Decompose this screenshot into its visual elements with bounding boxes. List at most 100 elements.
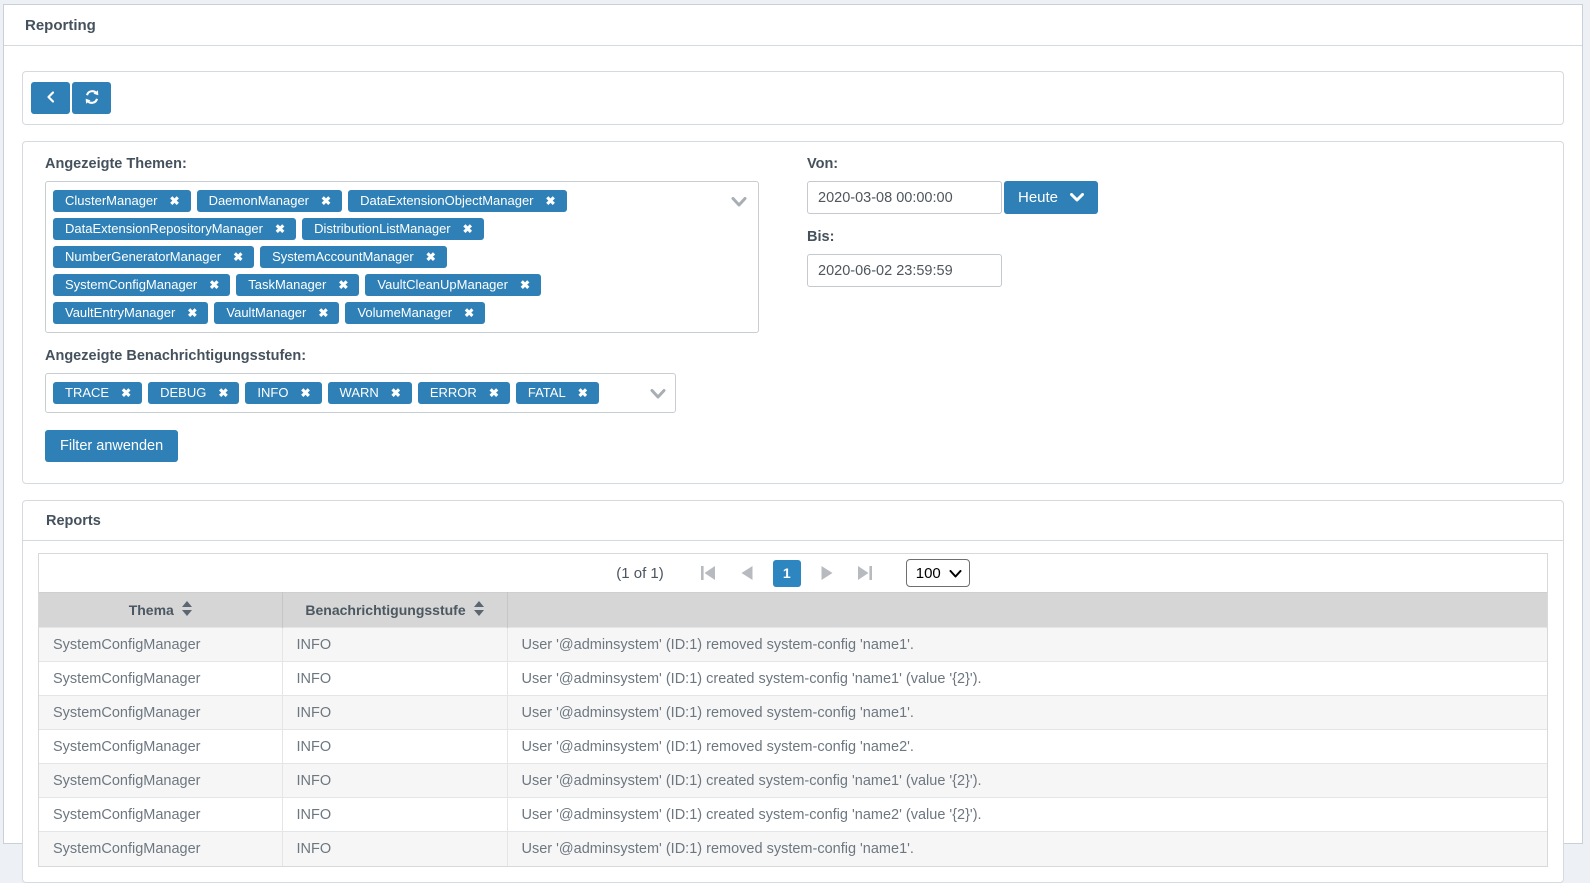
theme-chip[interactable]: NumberGeneratorManager ✖ [53,246,255,268]
levels-multiselect[interactable]: TRACE ✖ DEBUG ✖ INFO ✖ WARN ✖ ERROR ✖ FATAL ✖ [45,373,676,413]
first-page-icon[interactable] [697,561,721,585]
chip-remove-icon[interactable]: ✖ [390,385,401,400]
chip-remove-icon[interactable]: ✖ [233,249,244,264]
chip-remove-icon[interactable]: ✖ [577,385,588,400]
page-size-select[interactable]: 100 [905,559,970,587]
page-content: Angezeigte Themen: ClusterManager ✖ Daemon… [4,46,1582,883]
message-cell: User '@adminsystem' (ID:1) removed syste… [507,695,1547,730]
theme-chip[interactable]: VaultEntryManager ✖ [53,302,209,324]
thema-cell: SystemConfigManager [39,627,283,662]
stufe-cell: INFO [282,763,508,798]
active-page-button[interactable]: 1 [772,559,801,587]
refresh-button[interactable] [72,82,111,114]
level-chip[interactable]: ERROR ✖ [417,382,510,404]
message-cell: User '@adminsystem' (ID:1) removed syste… [507,627,1547,662]
stufe-cell: INFO [282,729,508,764]
theme-chip[interactable]: DistributionListManager ✖ [302,218,484,240]
theme-chip[interactable]: SystemConfigManager ✖ [53,274,231,296]
chip-remove-icon[interactable]: ✖ [275,221,286,236]
thema-cell: SystemConfigManager [39,695,283,730]
theme-chip[interactable]: DataExtensionRepositoryManager ✖ [53,218,297,240]
today-button-label: Heute [1018,189,1059,206]
chip-remove-icon[interactable]: ✖ [187,305,198,320]
chip-remove-icon[interactable]: ✖ [121,385,132,400]
theme-chip-label: DataExtensionRepositoryManager [65,221,263,236]
toolbar [22,71,1564,125]
column-header-benachrichtigungsstufe[interactable]: Benachrichtigungsstufe [282,592,508,628]
column-header-label: Thema [128,602,174,618]
theme-chip-label: DistributionListManager [314,221,451,236]
chevron-down-icon[interactable] [731,194,747,212]
theme-chip-label: VaultEntryManager [65,305,176,320]
theme-chip[interactable]: VaultCleanUpManager ✖ [365,274,542,296]
chevron-left-icon [44,90,58,107]
reports-panel-body: (1 of 1) 1 [23,541,1563,882]
message-cell: User '@adminsystem' (ID:1) created syste… [507,661,1547,696]
page-titlebar: Reporting [4,5,1582,46]
page-size-value: 100 [915,564,941,582]
thema-cell: SystemConfigManager [39,729,283,764]
level-chip-label: TRACE [65,385,110,400]
chip-remove-icon[interactable]: ✖ [488,385,499,400]
theme-chip-label: ClusterManager [65,193,158,208]
theme-chip[interactable]: DaemonManager ✖ [196,190,343,212]
chip-remove-icon[interactable]: ✖ [300,385,311,400]
apply-filter-button[interactable]: Filter anwenden [45,430,179,462]
stufe-cell: INFO [282,695,508,730]
theme-chip[interactable]: TaskManager ✖ [236,274,360,296]
chip-remove-icon[interactable]: ✖ [545,193,556,208]
chip-remove-icon[interactable]: ✖ [209,277,220,292]
level-chip[interactable]: FATAL ✖ [515,382,599,404]
chip-remove-icon[interactable]: ✖ [519,277,531,292]
thema-cell: SystemConfigManager [39,661,283,696]
theme-chip-label: DataExtensionObjectManager [360,193,534,208]
today-dropdown-button[interactable]: Heute [1004,181,1099,214]
themes-multiselect[interactable]: ClusterManager ✖ DaemonManager ✖ DataExtensi… [45,181,759,333]
theme-chip[interactable]: VaultManager ✖ [214,302,340,324]
level-chip[interactable]: INFO ✖ [245,382,322,404]
prev-page-icon[interactable] [735,561,759,585]
chip-remove-icon[interactable]: ✖ [425,249,436,264]
table-row: SystemConfigManager INFO User '@adminsyste… [39,729,1547,764]
chip-remove-icon[interactable]: ✖ [462,221,473,236]
back-button[interactable] [31,82,70,114]
table-row: SystemConfigManager INFO User '@adminsyste… [39,797,1547,832]
chip-remove-icon[interactable]: ✖ [338,277,349,292]
reports-table-container: (1 of 1) 1 [38,553,1548,867]
last-page-icon[interactable] [853,561,877,585]
filter-left-column: Angezeigte Themen: ClusterManager ✖ Daemon… [45,156,759,462]
from-date-input[interactable] [807,181,1002,214]
table-row: SystemConfigManager INFO User '@adminsyste… [39,695,1547,730]
theme-chip[interactable]: VolumeManager ✖ [345,302,486,324]
message-cell: User '@adminsystem' (ID:1) created syste… [507,763,1547,798]
levels-label: Angezeigte Benachrichtigungsstufen: [45,348,307,364]
level-chip-label: WARN [339,385,379,400]
table-row: SystemConfigManager INFO User '@adminsyste… [39,627,1547,662]
theme-chip[interactable]: ClusterManager ✖ [53,190,191,212]
table-row: SystemConfigManager INFO User '@adminsyste… [39,763,1547,798]
column-header-thema[interactable]: Thema [39,592,283,628]
chip-remove-icon[interactable]: ✖ [169,193,180,208]
chip-remove-icon[interactable]: ✖ [318,305,329,320]
to-date-input[interactable] [807,254,1002,287]
theme-chip-label: DaemonManager [208,193,310,208]
thema-cell: SystemConfigManager [39,763,283,798]
message-cell: User '@adminsystem' (ID:1) removed syste… [507,831,1547,866]
chip-remove-icon[interactable]: ✖ [464,305,475,320]
filter-right-column: Von: Heute Bis: [807,156,1099,287]
theme-chip[interactable]: SystemAccountManager ✖ [260,246,447,268]
column-header-message [507,592,1547,628]
thema-cell: SystemConfigManager [39,831,283,866]
reporting-page: Reporting [3,4,1583,883]
chevron-down-icon[interactable] [650,386,666,404]
chip-remove-icon[interactable]: ✖ [218,385,229,400]
theme-chip-label: TaskManager [248,277,327,292]
level-chip[interactable]: TRACE ✖ [53,382,143,404]
level-chip[interactable]: WARN ✖ [327,382,412,404]
theme-chip[interactable]: DataExtensionObjectManager ✖ [348,190,567,212]
chip-remove-icon[interactable]: ✖ [321,193,332,208]
level-chip[interactable]: DEBUG ✖ [148,382,240,404]
sort-icon [473,601,484,619]
next-page-icon[interactable] [815,561,839,585]
level-chip-label: FATAL [527,385,566,400]
